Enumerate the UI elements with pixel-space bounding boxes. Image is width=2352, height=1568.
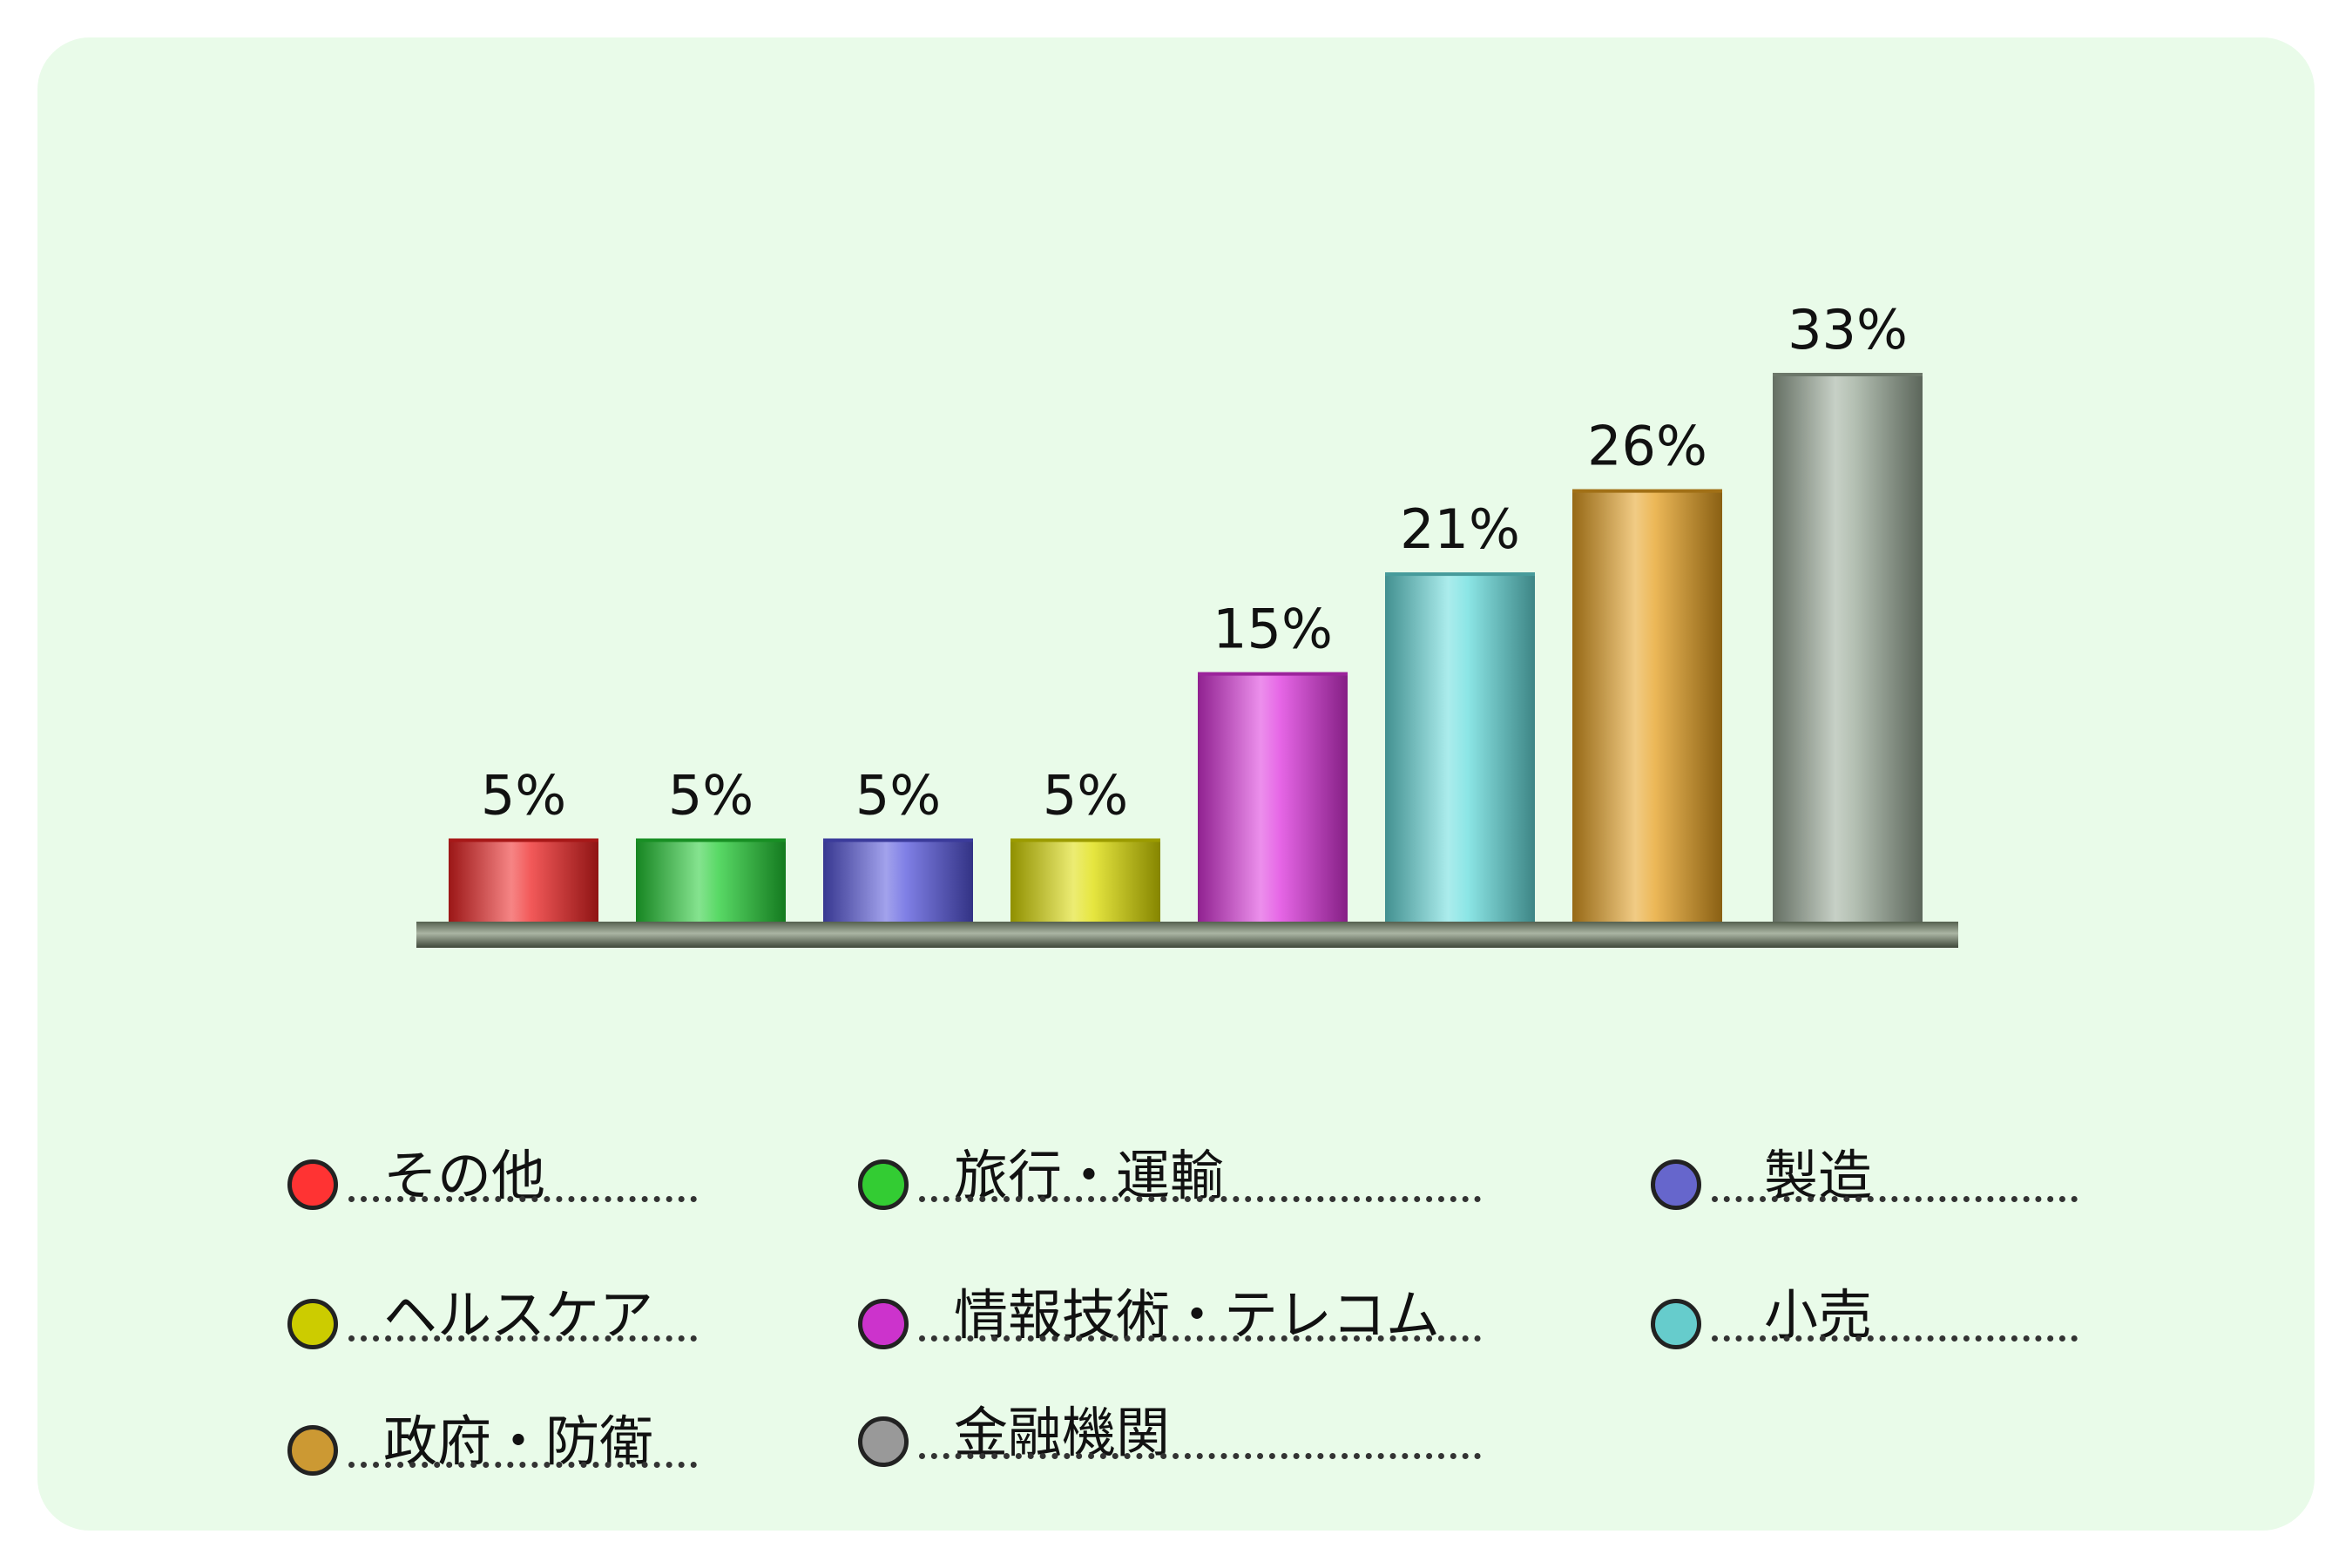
data-label-7: 26%: [1587, 415, 1707, 478]
bar-top-edge: [1773, 373, 1923, 376]
legend-swatch: [1651, 1159, 1701, 1210]
legend-leader-dots: [348, 1462, 697, 1468]
bar-7: [1572, 489, 1722, 922]
bar-2: [636, 838, 786, 922]
legend-leader-dots: [919, 1196, 1481, 1202]
legend-leader-dots: [919, 1335, 1481, 1342]
legend-swatch: [858, 1416, 909, 1467]
legend-swatch: [287, 1425, 338, 1476]
legend-swatch: [858, 1299, 909, 1349]
bar-top-edge: [1385, 572, 1535, 577]
bar-6: [1385, 572, 1535, 922]
data-label-4: 5%: [1043, 764, 1128, 828]
bar-4: [1010, 838, 1160, 922]
bar-5: [1198, 672, 1348, 922]
x-axis-base: [416, 922, 1958, 948]
legend-leader-dots: [1712, 1335, 2078, 1342]
legend-leader-dots: [348, 1196, 697, 1202]
bar-top-edge: [449, 838, 598, 842]
bar-top-edge: [1572, 489, 1722, 493]
bar-top-edge: [823, 838, 973, 842]
legend-leader-dots: [1712, 1196, 2078, 1202]
chart-panel: [37, 37, 2315, 1531]
legend-leader-dots: [919, 1453, 1481, 1459]
bar-top-edge: [1010, 838, 1160, 842]
legend-leader-dots: [348, 1335, 697, 1342]
bar-8: [1773, 373, 1923, 922]
data-label-6: 21%: [1400, 497, 1520, 561]
data-label-3: 5%: [855, 764, 941, 828]
legend-swatch: [287, 1159, 338, 1210]
data-label-1: 5%: [481, 764, 566, 828]
legend-swatch: [1651, 1299, 1701, 1349]
bar-1: [449, 838, 598, 922]
data-label-2: 5%: [668, 764, 754, 828]
bar-top-edge: [1198, 672, 1348, 676]
bar-3: [823, 838, 973, 922]
legend-swatch: [858, 1159, 909, 1210]
data-label-5: 15%: [1213, 598, 1333, 661]
legend-swatch: [287, 1299, 338, 1349]
bar-top-edge: [636, 838, 786, 842]
data-label-8: 33%: [1788, 298, 1908, 362]
